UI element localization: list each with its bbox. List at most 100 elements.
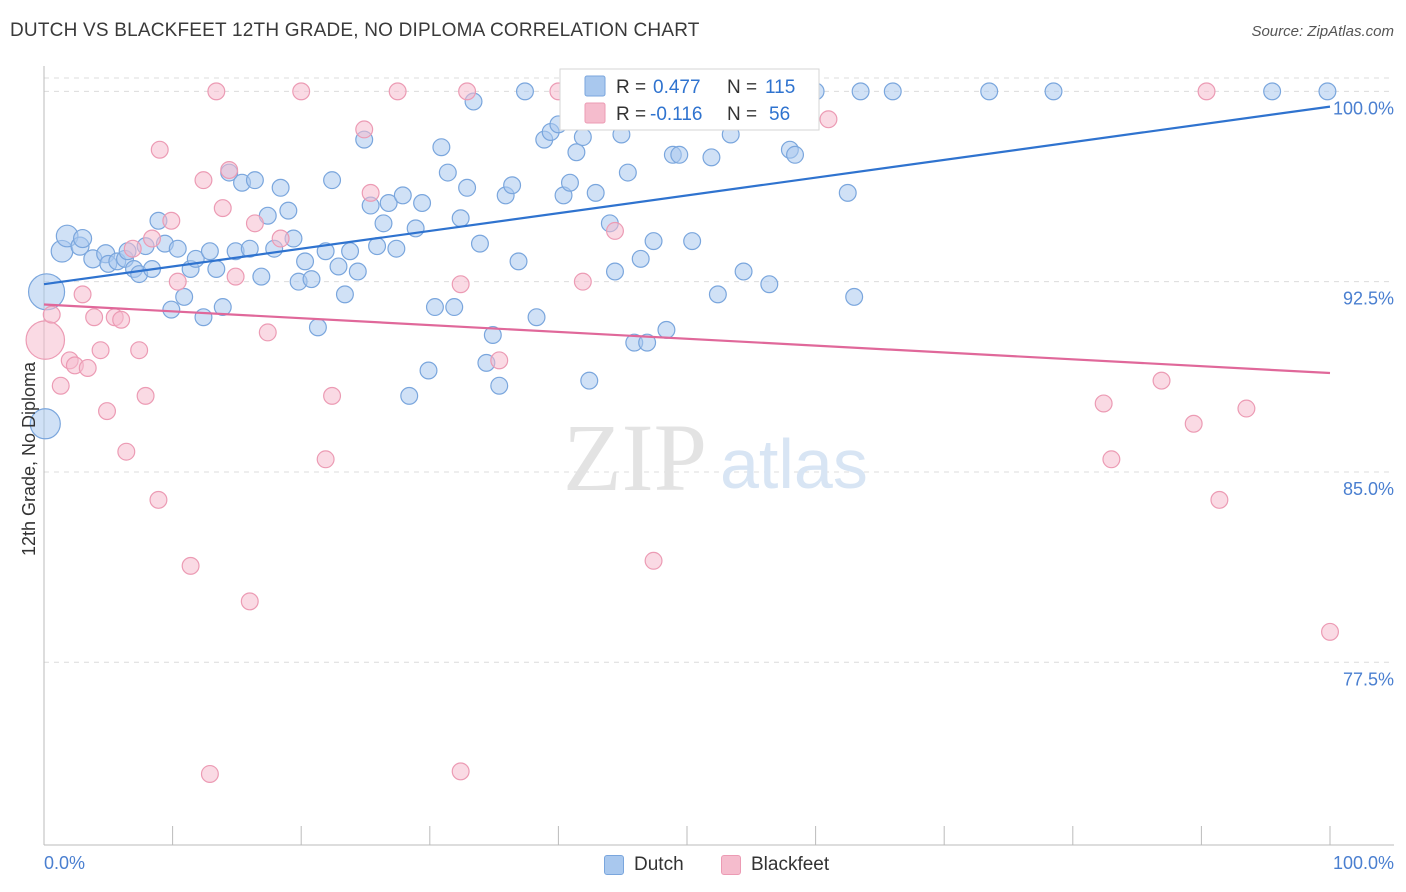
dutch-point	[393, 186, 412, 205]
blackfeet-trend-line	[43, 303, 1331, 375]
dutch-point	[379, 194, 398, 213]
legend-item-blackfeet: Blackfeet	[721, 850, 829, 880]
stats-r-label-blackfeet: R =	[616, 104, 646, 125]
x-tick-labels: 0.0% 100.0%	[44, 853, 1394, 873]
dutch-point	[883, 82, 902, 101]
dutch-point	[432, 138, 451, 157]
blackfeet-point	[207, 82, 226, 101]
dutch-point	[657, 320, 676, 339]
dutch-trend-line	[43, 105, 1331, 286]
stats-legend: R = 0.477 N = 115 R = -0.116 N = 56	[559, 68, 820, 131]
dutch-point	[638, 333, 657, 352]
blackfeet-point	[316, 450, 335, 469]
blackfeet-point	[1237, 399, 1256, 418]
grid-lines	[44, 77, 1394, 663]
blackfeet-point	[258, 323, 277, 342]
dutch-point	[567, 143, 586, 162]
dutch-point	[240, 239, 259, 258]
dutch-point	[605, 262, 624, 281]
blackfeet-point	[220, 161, 239, 180]
dutch-point	[316, 242, 335, 261]
dutch-point	[702, 148, 721, 167]
dutch-point	[323, 171, 342, 190]
dutch-point	[760, 275, 779, 294]
axes	[43, 66, 1394, 846]
dutch-point	[515, 82, 534, 101]
blackfeet-point	[51, 376, 70, 395]
blackfeet-point	[1320, 622, 1339, 641]
stats-swatch-blackfeet	[584, 102, 606, 124]
stats-n-label-blackfeet: N =	[727, 104, 757, 125]
dutch-point	[308, 318, 327, 337]
dutch-point	[786, 145, 805, 164]
bottom-legend: Dutch Blackfeet	[0, 850, 1406, 880]
dutch-point	[734, 262, 753, 281]
blackfeet-point	[117, 442, 136, 461]
dutch-point	[374, 214, 393, 233]
blackfeet-point	[355, 120, 374, 139]
dutch-point	[845, 287, 864, 306]
dutch-point	[618, 163, 637, 182]
blackfeet-point	[150, 140, 169, 159]
dutch-point	[162, 300, 181, 319]
blackfeet-point	[112, 310, 131, 329]
blackfeet-point	[130, 341, 149, 360]
dutch-point	[490, 376, 509, 395]
dutch-point	[483, 325, 502, 344]
blackfeet-point	[91, 341, 110, 360]
dutch-point	[470, 234, 489, 253]
dutch-point	[335, 285, 354, 304]
blackfeet-point	[162, 211, 181, 230]
legend-item-dutch: Dutch	[604, 850, 684, 880]
blackfeet-point	[25, 320, 66, 360]
y-tick-label: 92.5%	[1343, 289, 1394, 309]
dutch-point	[527, 308, 546, 327]
dutch-point	[296, 252, 315, 271]
blackfeet-point	[85, 308, 104, 327]
blackfeet-point	[143, 229, 162, 248]
y-tick-label: 77.5%	[1343, 669, 1394, 689]
dutch-point	[1318, 82, 1337, 101]
blackfeet-point	[361, 183, 380, 202]
dutch-point	[438, 163, 457, 182]
dutch-point	[683, 232, 702, 251]
dutch-point	[509, 252, 528, 271]
y-tick-label: 85.0%	[1343, 479, 1394, 499]
dutch-point	[207, 259, 226, 278]
dutch-point	[708, 285, 727, 304]
dutch-point	[425, 298, 444, 317]
blackfeet-point	[1094, 394, 1113, 413]
blackfeet-point	[1210, 490, 1229, 509]
dutch-point	[341, 242, 360, 261]
chart-title: DUTCH VS BLACKFEET 12TH GRADE, NO DIPLOM…	[10, 20, 700, 41]
watermark-atlas: atlas	[720, 425, 868, 503]
blackfeet-point	[451, 275, 470, 294]
legend-label-blackfeet: Blackfeet	[751, 854, 830, 875]
x-tick-label-max: 100.0%	[1333, 853, 1394, 873]
trend-lines	[43, 105, 1331, 375]
blackfeet-point	[1102, 450, 1121, 469]
stats-n-value-blackfeet: 56	[769, 104, 790, 125]
dutch-point	[252, 267, 271, 286]
y-tick-label: 100.0%	[1333, 98, 1394, 118]
dutch-point	[631, 249, 650, 268]
blackfeet-point	[168, 272, 187, 291]
dutch-point	[194, 308, 213, 327]
dutch-point	[419, 361, 438, 380]
blackfeet-point	[1152, 371, 1171, 390]
blackfeet-point	[73, 285, 92, 304]
blackfeet-point	[149, 490, 168, 509]
blackfeet-point	[292, 82, 311, 101]
dutch-point	[400, 386, 419, 405]
dutch-point	[1263, 82, 1282, 101]
dutch-point	[451, 209, 470, 228]
dutch-point	[348, 262, 367, 281]
dutch-point	[413, 194, 432, 213]
blackfeet-point	[123, 239, 142, 258]
blackfeet-point	[490, 351, 509, 370]
dutch-point	[445, 298, 464, 317]
dutch-point	[72, 228, 93, 249]
stats-swatch-dutch	[584, 75, 606, 97]
blackfeet-point	[194, 171, 213, 190]
